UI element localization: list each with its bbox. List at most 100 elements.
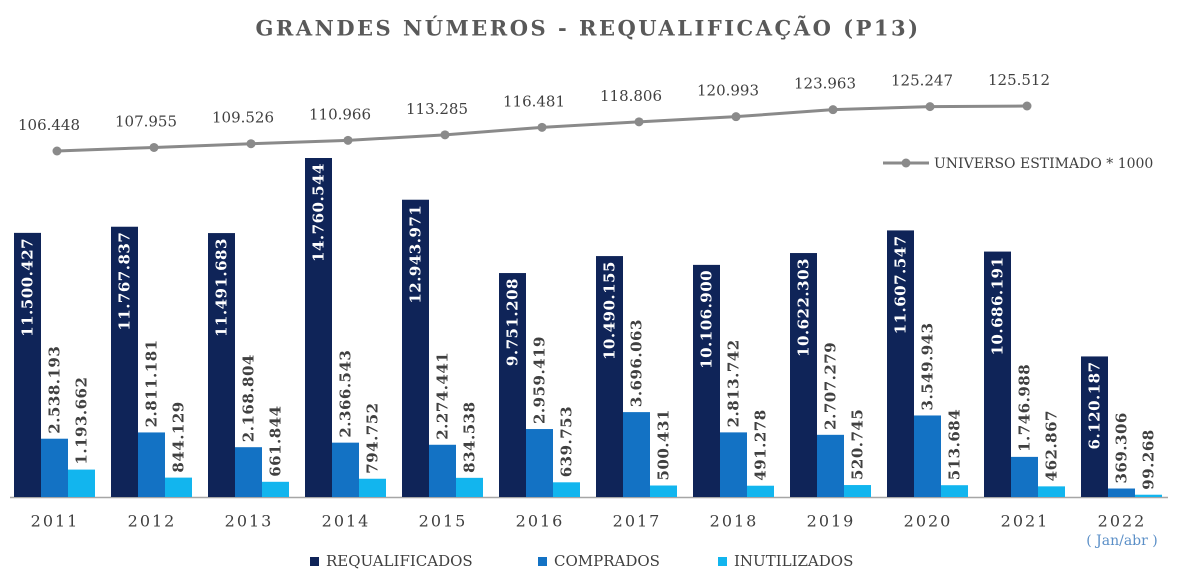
chart-title: GRANDES NÚMEROS - REQUALIFICAÇÃO (P13)	[255, 16, 920, 41]
x-tick-label: 2013	[225, 512, 274, 531]
bar	[208, 233, 235, 497]
value-label: 491.278	[752, 409, 770, 480]
bar	[14, 232, 41, 498]
line-point	[731, 112, 741, 122]
legend-label: REQUALIFICADOS	[326, 552, 473, 570]
value-label: 12.943.971	[407, 205, 425, 304]
line-point	[537, 122, 547, 132]
value-label: 1.746.988	[1016, 364, 1034, 452]
value-label: 834.538	[461, 401, 479, 472]
legend-swatch	[538, 557, 547, 566]
value-label: 125.247	[891, 72, 953, 90]
bar	[844, 485, 871, 497]
bar	[305, 158, 332, 497]
value-label: 3.549.943	[919, 322, 937, 410]
value-label: 14.760.544	[310, 163, 328, 262]
x-tick-label: 2011	[31, 512, 80, 531]
value-label: 2.366.543	[337, 350, 355, 438]
legend-label: INUTILIZADOS	[734, 552, 853, 570]
legend-swatch	[310, 557, 319, 566]
value-label: 794.752	[364, 402, 382, 473]
line-point	[52, 146, 62, 156]
value-label: 520.745	[849, 409, 867, 480]
bar	[623, 412, 650, 497]
value-label: 500.431	[655, 409, 673, 480]
value-label: 11.500.427	[19, 238, 37, 337]
value-label: 661.844	[267, 405, 285, 476]
value-label: 462.867	[1043, 410, 1061, 481]
value-label: 6.120.187	[1086, 361, 1104, 449]
bar	[68, 469, 95, 497]
bar	[941, 485, 968, 497]
bar	[165, 477, 192, 497]
x-tick-label: 2014	[322, 512, 371, 531]
line-point	[440, 130, 450, 140]
value-label: 11.607.547	[892, 235, 910, 334]
value-label: 513.684	[946, 409, 964, 480]
bar	[262, 481, 289, 497]
value-label: 11.491.683	[213, 238, 231, 337]
value-label: 2.813.742	[725, 339, 743, 427]
line-point	[1022, 101, 1032, 111]
bar	[526, 429, 553, 497]
value-label: 1.193.662	[73, 377, 91, 465]
value-label: 99.268	[1140, 429, 1158, 489]
bar	[235, 447, 262, 497]
annotation: ( Jan/abr )	[1086, 533, 1158, 549]
legend-swatch	[718, 557, 727, 566]
x-tick-label: 2020	[904, 512, 953, 531]
value-label: 123.963	[794, 75, 856, 93]
bar	[332, 442, 359, 497]
value-label: 109.526	[212, 109, 274, 127]
bar	[499, 273, 526, 497]
value-label: 2.168.804	[240, 354, 258, 442]
x-tick-label: 2019	[807, 512, 856, 531]
bar	[402, 199, 429, 497]
bar	[1135, 494, 1162, 497]
bar	[1081, 356, 1108, 497]
bar	[720, 432, 747, 497]
bar	[111, 226, 138, 497]
line-point	[925, 102, 935, 112]
x-tick-label: 2021	[1001, 512, 1050, 531]
value-label: 11.767.837	[116, 232, 134, 331]
bar	[41, 438, 68, 497]
value-label: 3.696.063	[628, 319, 646, 407]
bar	[984, 251, 1011, 497]
bar	[1038, 486, 1065, 497]
x-tick-label: 2018	[710, 512, 759, 531]
value-label: 2.538.193	[46, 346, 64, 434]
bar	[429, 444, 456, 497]
value-label: 2.274.441	[434, 352, 452, 440]
x-tick-label: 2015	[419, 512, 468, 531]
value-label: 120.993	[697, 82, 759, 100]
bar	[596, 256, 623, 497]
legend-label: UNIVERSO ESTIMADO * 1000	[934, 156, 1153, 172]
bar	[1108, 488, 1135, 497]
value-label: 2.959.419	[531, 336, 549, 424]
value-label: 106.448	[18, 116, 80, 134]
line-point	[828, 105, 838, 115]
value-label: 110.966	[309, 105, 371, 123]
value-label: 844.129	[170, 401, 188, 472]
bar	[359, 478, 386, 497]
value-label: 2.811.181	[143, 339, 161, 427]
value-label: 118.806	[600, 87, 662, 105]
bar	[747, 485, 774, 497]
value-label: 639.753	[558, 406, 576, 477]
x-tick-label: 2016	[516, 512, 565, 531]
value-label: 113.285	[406, 100, 468, 118]
bar	[138, 432, 165, 497]
x-tick-label: 2012	[128, 512, 177, 531]
value-label: 10.490.155	[601, 261, 619, 360]
bar	[693, 264, 720, 497]
value-label: 10.106.900	[698, 270, 716, 369]
bar	[887, 230, 914, 497]
bar	[553, 482, 580, 497]
x-tick-label: 2022	[1098, 512, 1147, 531]
line-point	[343, 135, 353, 145]
bar	[650, 485, 677, 497]
value-label: 9.751.208	[504, 278, 522, 366]
value-label: 125.512	[988, 71, 1050, 89]
